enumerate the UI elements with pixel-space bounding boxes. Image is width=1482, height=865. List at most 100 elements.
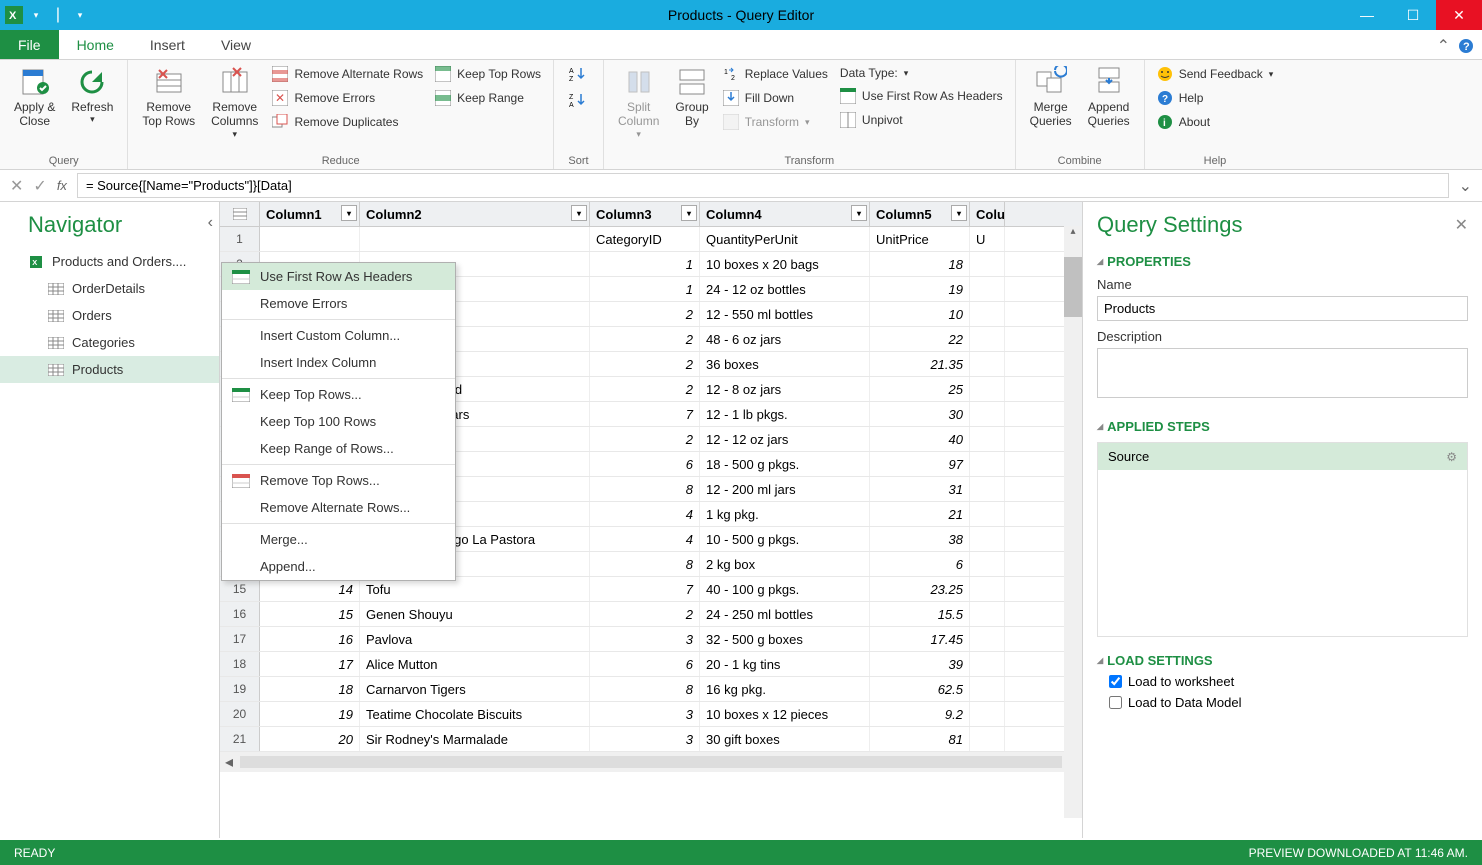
data-type-button[interactable]: Data Type: ▾ [836,64,1007,82]
settings-close-icon[interactable]: ✕ [1455,215,1468,235]
merge-queries-button[interactable]: Merge Queries [1024,64,1078,131]
qat-dropdown2-icon[interactable]: ▾ [70,5,90,25]
column-header-1[interactable]: Column1▾ [260,202,360,226]
help-icon[interactable]: ? [1458,38,1474,54]
navigator-collapse-icon[interactable]: ‹ [208,214,213,232]
row-header[interactable]: 1 [220,227,260,251]
formula-cancel-icon[interactable]: ✕ [10,176,23,196]
grid-row[interactable]: 1918Carnarvon Tigers816 kg pkg.62.5 [220,677,1082,702]
context-menu-item[interactable]: Keep Range of Rows... [222,435,455,462]
row-header[interactable]: 18 [220,652,260,676]
use-first-row-headers-button[interactable]: Use First Row As Headers [836,86,1007,106]
keep-range-button[interactable]: Keep Range [431,88,545,108]
insert-tab[interactable]: Insert [132,30,203,59]
nav-item-orders[interactable]: Orders [0,302,219,329]
fill-down-button[interactable]: Fill Down [719,88,832,108]
load-worksheet-checkbox[interactable]: Load to worksheet [1097,674,1468,689]
refresh-button[interactable]: Refresh▾ [65,64,119,127]
formula-expand-icon[interactable]: ⌄ [1459,176,1472,196]
applied-step[interactable]: Source ⚙ [1098,443,1467,470]
formula-commit-icon[interactable]: ✓ [33,176,46,196]
context-menu-item[interactable]: Merge... [222,526,455,553]
column-header-4[interactable]: Column4▾ [700,202,870,226]
column-header-3[interactable]: Column3▾ [590,202,700,226]
svg-text:A: A [569,68,574,75]
file-tab[interactable]: File [0,30,59,59]
load-settings-header[interactable]: LOAD SETTINGS [1097,653,1468,668]
fx-icon[interactable]: fx [57,178,67,193]
row-header[interactable]: 20 [220,702,260,726]
grid-row[interactable]: 2019Teatime Chocolate Biscuits310 boxes … [220,702,1082,727]
row-header[interactable]: 19 [220,677,260,701]
column-header-5[interactable]: Column5▾ [870,202,970,226]
context-menu-item[interactable]: Remove Alternate Rows... [222,494,455,521]
remove-duplicates-button[interactable]: Remove Duplicates [268,112,427,132]
split-column-button[interactable]: Split Column▾ [612,64,665,142]
help-button[interactable]: ?Help [1153,88,1278,108]
nav-item-products[interactable]: Products [0,356,219,383]
context-menu-item[interactable]: Insert Custom Column... [222,322,455,349]
keep-top-rows-button[interactable]: Keep Top Rows [431,64,545,84]
nav-item-categories[interactable]: Categories [0,329,219,356]
filter-dropdown-icon[interactable]: ▾ [951,205,967,221]
filter-dropdown-icon[interactable]: ▾ [851,205,867,221]
group-by-button[interactable]: Group By [669,64,714,131]
remove-columns-button[interactable]: Remove Columns▾ [205,64,264,142]
vertical-scrollbar[interactable]: ▴ [1064,226,1082,818]
row-header[interactable]: 17 [220,627,260,651]
context-menu-item[interactable]: Insert Index Column [222,349,455,376]
send-feedback-button[interactable]: Send Feedback ▾ [1153,64,1278,84]
grid-row[interactable]: 1 CategoryID QuantityPerUnit UnitPrice U [220,227,1082,252]
applied-steps-header[interactable]: APPLIED STEPS [1097,419,1468,434]
query-name-input[interactable] [1097,296,1468,321]
home-tab[interactable]: Home [59,30,132,59]
transform-button[interactable]: Transform ▾ [719,112,832,132]
filter-dropdown-icon[interactable]: ▾ [341,205,357,221]
context-menu-item[interactable]: Remove Errors [222,290,455,317]
close-button[interactable]: ✕ [1436,0,1482,30]
maximize-button[interactable]: ☐ [1390,0,1436,30]
qat-dropdown-icon[interactable]: ▾ [26,5,46,25]
context-menu-item[interactable]: Use First Row As Headers [222,263,455,290]
ribbon: Apply & Close Refresh▾ Query Remove Top … [0,60,1482,170]
grid-row[interactable]: 1716Pavlova332 - 500 g boxes17.45 [220,627,1082,652]
column-header-2[interactable]: Column2▾ [360,202,590,226]
about-button[interactable]: iAbout [1153,112,1278,132]
properties-header[interactable]: PROPERTIES [1097,254,1468,269]
replace-values-button[interactable]: 12Replace Values [719,64,832,84]
select-all-corner[interactable] [220,202,260,226]
grid-row[interactable]: 1615Genen Shouyu224 - 250 ml bottles15.5 [220,602,1082,627]
view-tab[interactable]: View [203,30,269,59]
gear-icon[interactable]: ⚙ [1446,450,1457,464]
context-menu-item[interactable]: Keep Top Rows... [222,381,455,408]
unpivot-button[interactable]: Unpivot [836,110,1007,130]
remove-errors-button[interactable]: ✕Remove Errors [268,88,427,108]
grid-row[interactable]: 2120Sir Rodney's Marmalade330 gift boxes… [220,727,1082,752]
collapse-ribbon-icon[interactable]: ⌃ [1437,36,1450,56]
row-header[interactable]: 16 [220,602,260,626]
sort-asc-button[interactable]: AZ [565,64,593,84]
row-header[interactable]: 21 [220,727,260,751]
nav-root[interactable]: X Products and Orders.... [0,248,219,275]
filter-dropdown-icon[interactable]: ▾ [681,205,697,221]
apply-close-button[interactable]: Apply & Close [8,64,61,131]
minimize-button[interactable]: — [1344,0,1390,30]
ribbon-group-transform: Split Column▾ Group By 12Replace Values … [604,60,1016,169]
remove-alternate-rows-button[interactable]: Remove Alternate Rows [268,64,427,84]
sort-desc-button[interactable]: ZA [565,90,593,110]
context-menu-item[interactable]: Remove Top Rows... [222,467,455,494]
context-menu-item[interactable]: Keep Top 100 Rows [222,408,455,435]
remove-top-rows-button[interactable]: Remove Top Rows [136,64,201,131]
column-header-6[interactable]: Colu [970,202,1005,226]
nav-item-orderdetails[interactable]: OrderDetails [0,275,219,302]
filter-dropdown-icon[interactable]: ▾ [571,205,587,221]
formula-input[interactable]: = Source{[Name="Products"]}[Data] [77,173,1449,198]
grid-row[interactable]: 1817Alice Mutton620 - 1 kg tins39 [220,652,1082,677]
query-description-input[interactable] [1097,348,1468,398]
horizontal-scrollbar[interactable]: ◂▸ [220,752,1082,772]
append-queries-button[interactable]: Append Queries [1082,64,1136,131]
context-menu-item[interactable]: Append... [222,553,455,580]
load-datamodel-checkbox[interactable]: Load to Data Model [1097,695,1468,710]
svg-text:2: 2 [731,75,735,82]
status-bar: READY PREVIEW DOWNLOADED AT 11:46 AM. [0,840,1482,865]
